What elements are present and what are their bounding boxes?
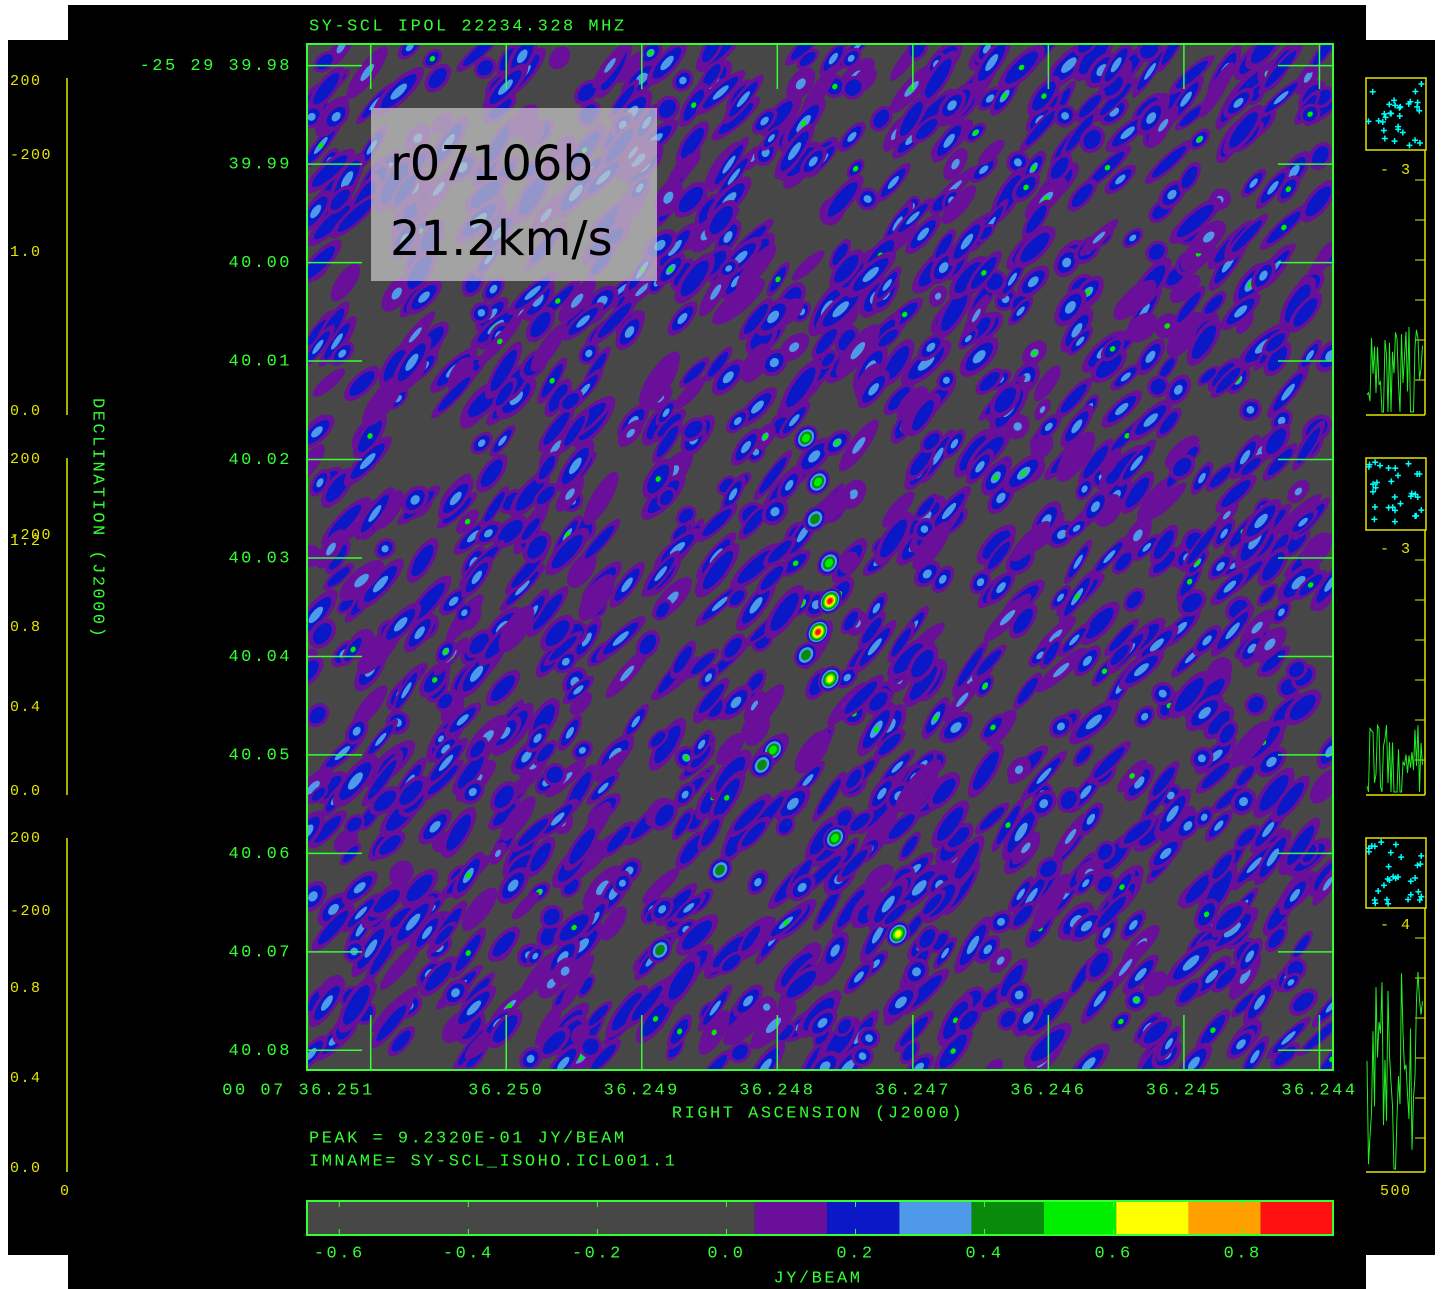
- y-tick-label: 40.08: [228, 1042, 292, 1061]
- imname-text: IMNAME= SY-SCL_ISOHO.ICL001.1: [309, 1152, 677, 1171]
- side-label: 200: [10, 451, 42, 468]
- annotation-line: r07106b: [390, 136, 593, 192]
- side-label: 0.8: [10, 619, 42, 636]
- colorbar-segment: [972, 1201, 1044, 1235]
- side-label: 0.0: [10, 1160, 42, 1177]
- x-tick-label: 36.246: [1010, 1081, 1086, 1100]
- colorbar-tick-label: 0.8: [1224, 1244, 1262, 1263]
- colorbar-segment: [755, 1201, 827, 1235]
- x-tick-label: 36.248: [739, 1081, 815, 1100]
- peak-text: PEAK = 9.2320E-01 JY/BEAM: [309, 1129, 627, 1148]
- y-tick-label: 40.05: [228, 746, 292, 765]
- colorbar-segment: [899, 1201, 971, 1235]
- annotation-line: 21.2km/s: [390, 211, 613, 267]
- y-tick-label: 40.07: [228, 943, 292, 962]
- x-tick-label: 36.249: [604, 1081, 680, 1100]
- colorbar-title: JY/BEAM: [774, 1269, 863, 1288]
- colorbar-tick-label: 0.0: [707, 1244, 745, 1263]
- x-tick-label: 36.247: [875, 1081, 951, 1100]
- side-label: 0.0: [10, 783, 42, 800]
- colorbar-tick-label: 0.4: [965, 1244, 1003, 1263]
- colorbar-segment: [827, 1201, 899, 1235]
- y-tick-label: 40.03: [228, 549, 292, 568]
- viewer: SY-SCL IPOL 22234.328 MHZ RIGHT ASCENSIO…: [0, 0, 1443, 1289]
- colorbar-tick-label: -0.6: [314, 1244, 365, 1263]
- side-label: 1.2: [10, 533, 42, 550]
- side-label: 200: [10, 73, 42, 90]
- y-tick-label: 40.00: [228, 254, 292, 273]
- side-label: 0.8: [10, 980, 42, 997]
- x-axis-title: RIGHT ASCENSION (J2000): [672, 1104, 964, 1123]
- y-axis-title: DECLINATION (J2000): [88, 398, 107, 639]
- side-label: 0: [60, 1183, 71, 1200]
- y-tick-label: 40.04: [228, 648, 292, 667]
- side-label: -200: [10, 903, 52, 920]
- side-label: 0.4: [10, 1070, 42, 1087]
- colorbar-segment: [307, 1201, 755, 1235]
- side-label: 0.4: [10, 699, 42, 716]
- x-tick-label: 36.244: [1281, 1081, 1357, 1100]
- side-label: - 3: [1380, 162, 1412, 179]
- y-tick-label: 39.99: [228, 156, 292, 175]
- side-label: 200: [10, 830, 42, 847]
- y-tick-label: 40.02: [228, 451, 292, 470]
- side-label: -200: [10, 147, 52, 164]
- y-tick-label: 40.01: [228, 353, 292, 372]
- x-tick-label: 36.250: [468, 1081, 544, 1100]
- side-label: 1.0: [10, 244, 42, 261]
- y-tick-label: 40.06: [228, 845, 292, 864]
- x-tick-label: 00 07 36.251: [222, 1081, 374, 1100]
- side-label: - 4: [1380, 917, 1412, 934]
- colorbar-segment: [1044, 1201, 1116, 1235]
- colorbar-segment: [1188, 1201, 1260, 1235]
- side-label: 0.0: [10, 403, 42, 420]
- y-tick-label: -25 29 39.98: [140, 57, 292, 76]
- colorbar-tick-label: -0.4: [443, 1244, 494, 1263]
- colorbar-segment: [1261, 1201, 1333, 1235]
- colorbar-tick-label: -0.2: [572, 1244, 623, 1263]
- side-label: 500: [1380, 1183, 1412, 1200]
- colorbar-tick-label: 0.6: [1095, 1244, 1133, 1263]
- side-label: - 3: [1380, 541, 1412, 558]
- colorbar-segment: [1116, 1201, 1188, 1235]
- colorbar-tick-label: 0.2: [836, 1244, 874, 1263]
- x-tick-label: 36.245: [1146, 1081, 1222, 1100]
- title: SY-SCL IPOL 22234.328 MHZ: [309, 17, 627, 36]
